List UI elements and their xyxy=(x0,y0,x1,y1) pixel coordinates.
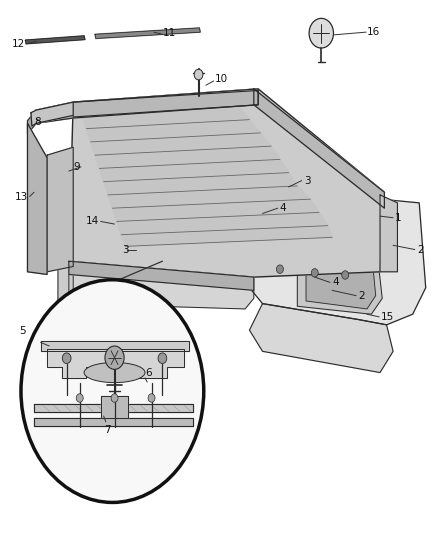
Polygon shape xyxy=(28,123,47,274)
Text: 8: 8 xyxy=(34,117,41,127)
Text: 14: 14 xyxy=(86,216,99,227)
Polygon shape xyxy=(95,28,200,38)
Text: 16: 16 xyxy=(367,27,380,37)
Polygon shape xyxy=(104,173,297,195)
Text: 1: 1 xyxy=(395,213,402,223)
Polygon shape xyxy=(108,186,311,208)
Polygon shape xyxy=(82,107,250,128)
Polygon shape xyxy=(34,418,193,425)
Polygon shape xyxy=(250,304,393,373)
Polygon shape xyxy=(69,266,254,309)
Text: 3: 3 xyxy=(304,175,311,185)
Polygon shape xyxy=(41,341,188,351)
Circle shape xyxy=(21,280,204,503)
Polygon shape xyxy=(86,119,260,142)
Circle shape xyxy=(311,269,318,277)
Polygon shape xyxy=(73,91,258,117)
Ellipse shape xyxy=(84,362,145,383)
Circle shape xyxy=(111,394,118,402)
Polygon shape xyxy=(28,110,36,134)
Text: 6: 6 xyxy=(145,368,152,377)
Text: 10: 10 xyxy=(215,74,228,84)
Polygon shape xyxy=(34,405,193,413)
Text: 2: 2 xyxy=(417,245,424,255)
Circle shape xyxy=(158,353,167,364)
Polygon shape xyxy=(91,133,271,155)
Polygon shape xyxy=(47,147,73,272)
Text: 5: 5 xyxy=(19,326,25,336)
Circle shape xyxy=(105,346,124,369)
Polygon shape xyxy=(31,102,73,126)
Polygon shape xyxy=(297,235,382,314)
Polygon shape xyxy=(254,89,385,208)
Polygon shape xyxy=(95,146,280,168)
Polygon shape xyxy=(36,89,258,123)
Polygon shape xyxy=(25,36,85,44)
Polygon shape xyxy=(69,89,385,277)
Polygon shape xyxy=(73,89,258,118)
Circle shape xyxy=(342,271,349,279)
Text: 4: 4 xyxy=(280,203,286,213)
Circle shape xyxy=(194,69,203,80)
Polygon shape xyxy=(245,187,426,325)
Text: 11: 11 xyxy=(162,28,176,38)
Text: 7: 7 xyxy=(104,425,110,435)
Text: 3: 3 xyxy=(122,245,129,255)
Polygon shape xyxy=(47,349,184,378)
Circle shape xyxy=(62,353,71,364)
Polygon shape xyxy=(102,397,127,418)
Text: 12: 12 xyxy=(12,39,25,49)
Polygon shape xyxy=(58,182,73,309)
Circle shape xyxy=(148,394,155,402)
Polygon shape xyxy=(117,213,328,235)
Polygon shape xyxy=(121,225,332,246)
Text: 15: 15 xyxy=(381,312,394,322)
Text: 4: 4 xyxy=(332,277,339,287)
Polygon shape xyxy=(113,199,319,221)
Polygon shape xyxy=(69,261,254,290)
Text: 2: 2 xyxy=(358,290,365,301)
Circle shape xyxy=(276,265,283,273)
Circle shape xyxy=(76,394,83,402)
Text: 9: 9 xyxy=(73,162,80,172)
Text: 13: 13 xyxy=(15,191,28,201)
Polygon shape xyxy=(99,159,289,182)
Circle shape xyxy=(309,18,333,48)
Polygon shape xyxy=(306,245,376,309)
Polygon shape xyxy=(380,195,397,272)
